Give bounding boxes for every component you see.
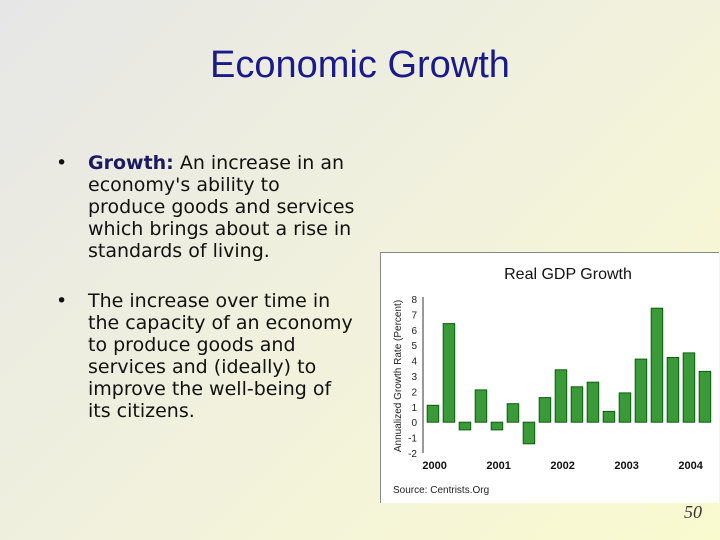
bar [426,404,440,423]
y-tick-label: 6 [411,326,417,337]
x-tick-label: 2000 [422,460,446,472]
x-tick-label: 2002 [550,460,574,472]
bar [666,357,680,423]
bar [506,403,520,423]
bar [474,389,488,423]
bar [586,381,600,423]
bar [442,323,456,423]
x-tick-label: 2003 [614,460,638,472]
bar [618,392,632,423]
bar [522,421,536,445]
page-number: 50 [684,502,702,522]
bullet-icon: • [56,290,68,312]
chart-source: Source: Centrists.Org [393,485,489,496]
y-tick-label: 0 [411,418,417,429]
y-tick-label: 7 [411,310,417,321]
bullet-text: An increase in an economy's ability to p… [88,152,355,262]
bullet-item-growth: • Growth: An increase in an economy's ab… [56,152,356,262]
chart-title: Real GDP Growth [504,266,632,283]
x-tick-label: 2001 [486,460,510,472]
bar [634,358,648,423]
bullet-list: • Growth: An increase in an economy's ab… [56,152,356,422]
y-tick-label: 4 [411,357,417,368]
y-tick-label: -2 [408,449,417,460]
slide-title: Economic Growth [210,44,510,86]
y-tick-label: -1 [408,434,417,445]
bar [650,307,664,423]
bar [682,352,696,423]
y-tick-label: 2 [411,387,417,398]
bullet-item-increase: • The increase over time in the capacity… [56,290,356,422]
y-tick-label: 5 [411,341,417,352]
bar [538,397,552,423]
bullet-term: Growth: [88,152,174,174]
bullet-text: The increase over time in the capacity o… [88,290,353,422]
gdp-chart: Real GDP Growth Annualized Growth Rate (P… [380,252,719,503]
bar [602,410,616,423]
y-tick-label: 1 [411,403,417,414]
bar [458,421,472,431]
y-axis-label: Annualized Growth Rate (Percent) [393,300,404,452]
bar [554,369,568,423]
gdp-chart-svg: Real GDP Growth Annualized Growth Rate (P… [393,266,712,496]
bar [490,421,504,431]
bar [570,386,584,423]
bar [698,370,712,423]
bullet-icon: • [56,152,68,174]
y-tick-label: 8 [411,295,417,306]
y-tick-label: 3 [411,372,417,383]
x-tick-label: 2004 [678,460,703,472]
